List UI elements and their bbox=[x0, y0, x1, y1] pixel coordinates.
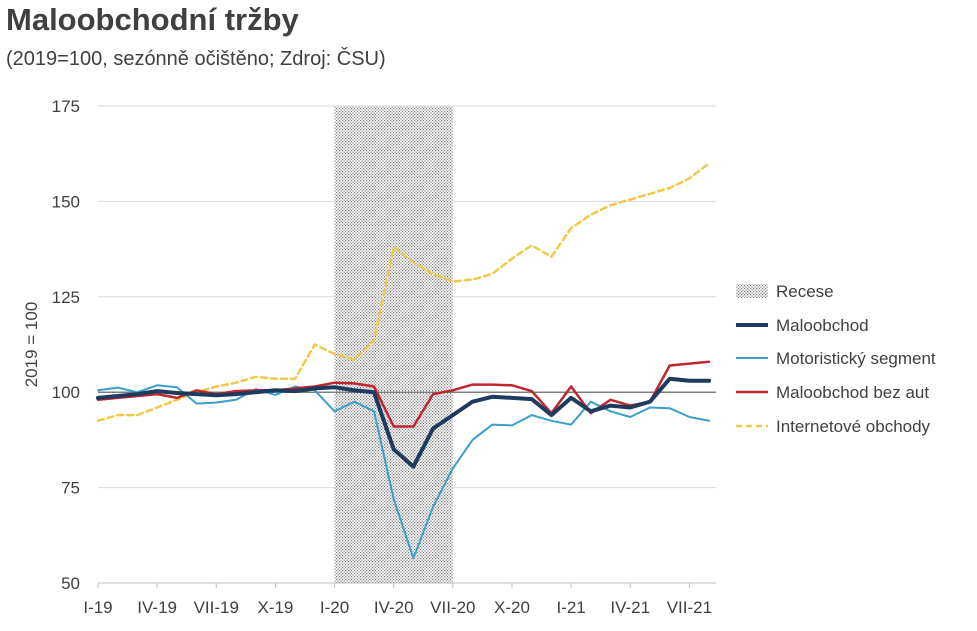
legend-label: Internetové obchody bbox=[776, 417, 931, 436]
y-tick-label: 75 bbox=[61, 479, 80, 498]
x-tick-label: VII-21 bbox=[667, 598, 712, 617]
x-tick-label: X-20 bbox=[494, 598, 530, 617]
series-line-motoristicky-segment bbox=[97, 384, 711, 560]
x-tick-label: IV-19 bbox=[137, 598, 177, 617]
legend-swatch-recession bbox=[736, 284, 768, 298]
x-tick-label: X-19 bbox=[257, 598, 293, 617]
y-tick-label: 150 bbox=[52, 192, 80, 211]
series-line-maloobchod bbox=[96, 376, 712, 469]
legend-label: Recese bbox=[776, 282, 834, 301]
x-tick-label: IV-21 bbox=[610, 598, 650, 617]
y-tick-label: 50 bbox=[61, 574, 80, 593]
x-tick-label: I-19 bbox=[83, 598, 112, 617]
y-tick-label: 175 bbox=[52, 97, 80, 116]
legend-label: Maloobchod bez aut bbox=[776, 383, 929, 402]
y-axis-title: 2019 = 100 bbox=[22, 302, 41, 388]
x-tick-label: VII-20 bbox=[430, 598, 475, 617]
chart-title: Maloobchodní tržby bbox=[6, 2, 299, 37]
y-tick-label: 125 bbox=[52, 288, 80, 307]
x-tick-label: I-20 bbox=[320, 598, 349, 617]
x-tick-label: VII-19 bbox=[194, 598, 239, 617]
x-tick-label: I-21 bbox=[556, 598, 585, 617]
series-line-maloobchod-bez-aut bbox=[96, 360, 711, 428]
recession-band bbox=[334, 106, 453, 583]
y-tick-label: 100 bbox=[52, 383, 80, 402]
chart-subtitle: (2019=100, sezónně očištěno; Zdroj: ČSU) bbox=[6, 48, 386, 70]
legend-label: Motoristický segment bbox=[776, 349, 936, 368]
legend-label: Maloobchod bbox=[776, 316, 869, 335]
x-tick-label: IV-20 bbox=[374, 598, 414, 617]
